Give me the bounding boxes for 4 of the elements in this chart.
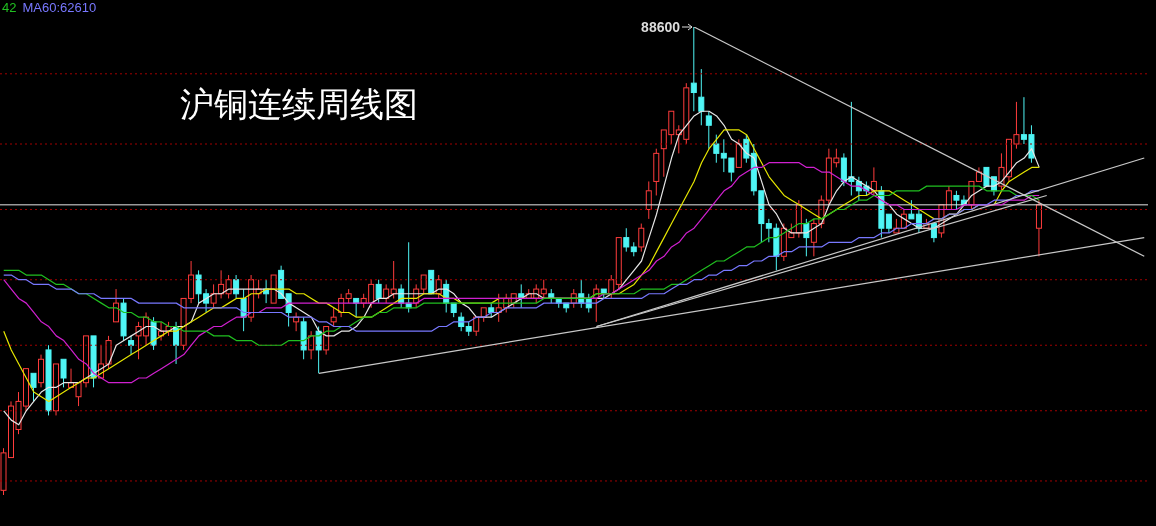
text: 沪铜连续周线图: [180, 84, 418, 125]
annotation: 88600: [640, 19, 681, 35]
text: MA60:62610: [22, 0, 97, 15]
text: 42: [2, 0, 17, 15]
